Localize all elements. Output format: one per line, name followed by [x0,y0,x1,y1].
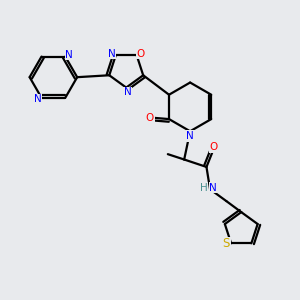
Text: S: S [223,237,230,250]
Text: N: N [65,50,73,60]
Text: N: N [186,131,194,141]
Text: N: N [34,94,41,104]
Text: H: H [200,183,207,193]
Text: O: O [137,49,145,59]
Text: N: N [124,87,132,97]
Text: O: O [210,142,218,152]
Text: N: N [108,49,116,59]
Text: O: O [146,113,154,123]
Text: N: N [209,183,217,193]
